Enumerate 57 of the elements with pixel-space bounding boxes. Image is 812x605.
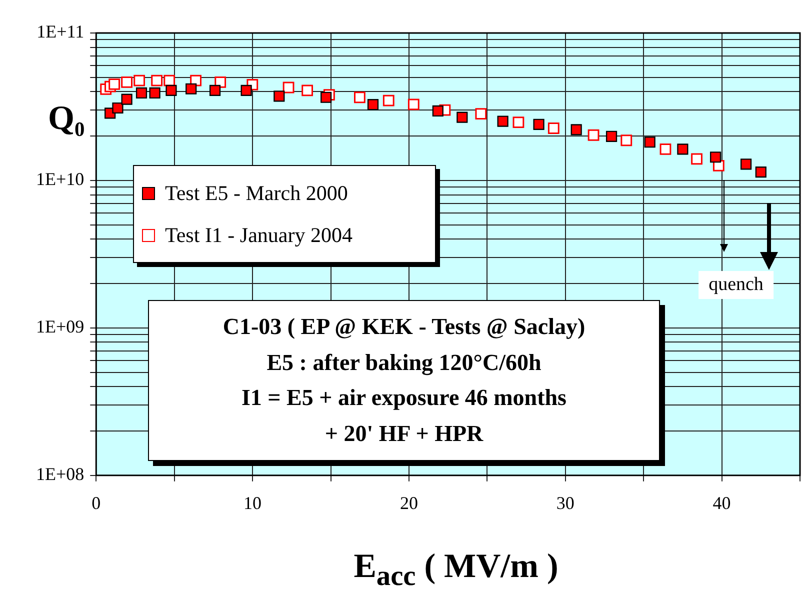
annotation: I1 = E5 + air exposure 46 months xyxy=(240,384,568,412)
point xyxy=(408,98,420,110)
point xyxy=(475,108,487,120)
point xyxy=(497,116,508,127)
point xyxy=(186,83,197,94)
annotation: C1-03 ( EP @ KEK - Tests @ Saclay) xyxy=(222,313,586,341)
point xyxy=(677,144,688,155)
point xyxy=(382,94,394,106)
y-tick-label: 1E+08 xyxy=(36,464,84,484)
legend-label: Test I1 - January 2004 xyxy=(165,222,352,248)
point xyxy=(533,118,544,130)
x-tick-label: 30 xyxy=(556,492,574,513)
point xyxy=(282,82,294,94)
x-tick-label: 40 xyxy=(712,492,731,513)
point xyxy=(149,87,160,99)
point xyxy=(740,158,752,170)
point xyxy=(432,105,444,117)
point xyxy=(354,92,366,104)
x-axis-title: E$_{acc}$ ( MV/m ) xyxy=(352,548,560,593)
point xyxy=(570,124,582,136)
point xyxy=(620,134,632,146)
point xyxy=(134,74,146,86)
y-tick-label: 1E+10 xyxy=(36,169,84,190)
point xyxy=(240,84,252,96)
y-tick-label: 1E+09 xyxy=(36,316,84,337)
point xyxy=(710,152,722,163)
point xyxy=(121,76,133,88)
point xyxy=(108,78,120,90)
point xyxy=(209,84,221,96)
point xyxy=(548,122,560,134)
point xyxy=(755,166,766,178)
point xyxy=(112,102,124,114)
point xyxy=(644,136,656,148)
point xyxy=(367,99,379,110)
x-tick-label: 20 xyxy=(400,492,418,513)
point xyxy=(136,87,148,99)
point xyxy=(606,130,618,142)
point xyxy=(151,74,163,86)
x-tick-label: 10 xyxy=(244,492,262,513)
x-tick-label: 0 xyxy=(92,492,101,513)
point xyxy=(302,84,314,96)
annotation: E5 : after baking 120°C/60h xyxy=(266,348,542,378)
point xyxy=(512,116,524,128)
point xyxy=(166,84,177,96)
point xyxy=(660,143,672,155)
point xyxy=(164,74,176,86)
point xyxy=(274,90,285,102)
annotation: + 20' HF + HPR xyxy=(324,420,484,448)
annotation: quench xyxy=(698,271,774,299)
point xyxy=(121,94,132,105)
point xyxy=(691,153,702,165)
point xyxy=(456,112,468,123)
point xyxy=(320,92,332,103)
y-tick-label: 1E+11 xyxy=(36,22,84,42)
point xyxy=(588,129,600,141)
y-axis-title: Q₀ xyxy=(48,100,85,138)
legend-label: Test E5 - March 2000 xyxy=(165,180,348,206)
